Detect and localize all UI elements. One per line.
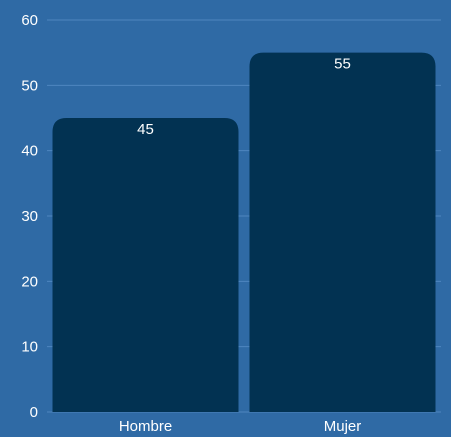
y-tick-label: 10 (21, 339, 38, 356)
bar-mujer[interactable] (249, 52, 436, 413)
y-tick-label: 60 (21, 12, 38, 29)
x-axis-category-labels: Hombre Mujer (119, 418, 361, 435)
y-tick-label: 0 (30, 404, 38, 421)
y-tick-label: 30 (21, 208, 38, 225)
x-category-label: Mujer (324, 418, 362, 435)
y-tick-label: 40 (21, 143, 38, 160)
bar-hombre[interactable] (52, 118, 239, 412)
x-category-label: Hombre (119, 418, 172, 435)
bar-value-label: 55 (334, 56, 351, 73)
y-tick-label: 50 (21, 77, 38, 94)
y-tick-label: 20 (21, 273, 38, 290)
bars (52, 52, 436, 413)
bar-value-label: 45 (137, 121, 154, 138)
bar-value-labels: 45 55 (137, 56, 351, 138)
y-axis-tick-labels: 0 10 20 30 40 50 60 (21, 12, 38, 421)
